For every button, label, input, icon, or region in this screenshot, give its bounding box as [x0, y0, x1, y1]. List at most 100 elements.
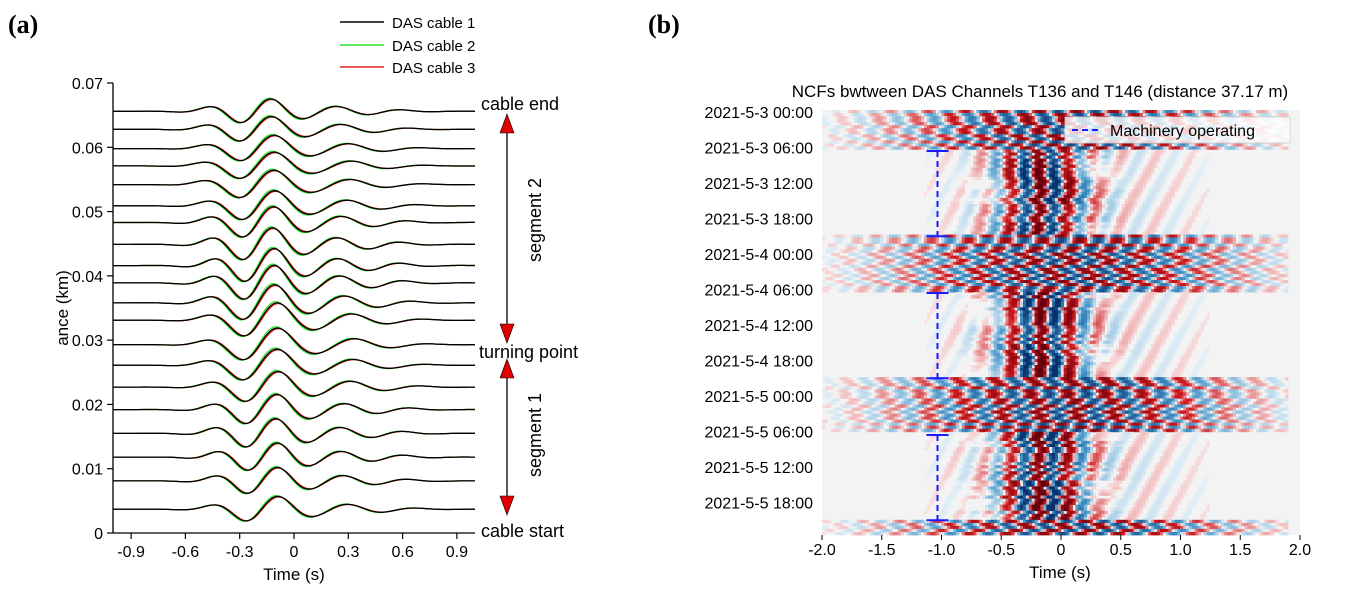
- heatmap-cell: [958, 222, 963, 226]
- heatmap-cell: [1142, 167, 1146, 172]
- heatmap-cell: [903, 143, 907, 147]
- heatmap-cell: [1145, 240, 1149, 244]
- heatmap-cell: [1142, 216, 1146, 220]
- heatmap-cell: [915, 125, 919, 129]
- trace-das-cable-1: [113, 247, 475, 282]
- heatmap-cell: [1055, 116, 1059, 120]
- trace-das-cable-1: [113, 348, 475, 381]
- heatmap-cell: [909, 116, 913, 120]
- heatmap-cell: [859, 249, 864, 253]
- heatmap-cell: [1017, 192, 1021, 196]
- heatmap-cell: [1276, 113, 1280, 117]
- heatmap-cell: [1066, 231, 1070, 235]
- heatmap-cell: [1189, 185, 1193, 190]
- heatmap-cell: [1256, 143, 1260, 147]
- heatmap-cell: [1028, 255, 1033, 260]
- heatmap-cell: [1063, 146, 1067, 150]
- heatmap-cell: [889, 249, 893, 253]
- heatmap-cell: [1110, 252, 1114, 257]
- heatmap-cell: [1002, 170, 1006, 175]
- heatmap-cell: [1200, 113, 1204, 117]
- heatmap-cell: [1025, 228, 1030, 232]
- heatmap-cell: [921, 143, 925, 147]
- heatmap-cell: [1014, 131, 1018, 135]
- heatmap-cell: [1075, 237, 1079, 241]
- heatmap-cell: [1090, 219, 1094, 223]
- heatmap-cell: [900, 116, 904, 120]
- heatmap-cell: [1046, 240, 1050, 244]
- heatmap-cell: [1122, 216, 1126, 220]
- heatmap-cell: [1069, 152, 1073, 156]
- heatmap-cell: [1008, 173, 1012, 178]
- heatmap-cell: [988, 128, 992, 132]
- heatmap-cell: [964, 255, 968, 260]
- heatmap-cell: [1017, 113, 1021, 117]
- heatmap-cell: [1052, 131, 1056, 135]
- heatmap-cell: [1092, 192, 1097, 196]
- heatmap-cell: [909, 243, 913, 247]
- heatmap-cell: [1145, 201, 1149, 205]
- heatmap-cell: [1107, 246, 1111, 250]
- trace-das-cable-1: [113, 418, 475, 448]
- heatmap-cell: [1122, 152, 1126, 156]
- heatmap-cell: [944, 188, 948, 193]
- heatmap-cell: [1063, 152, 1067, 156]
- heatmap-cell: [1194, 210, 1199, 214]
- heatmap-cell: [1200, 234, 1204, 238]
- heatmap-cell: [985, 243, 989, 247]
- heatmap-cell: [1154, 113, 1158, 117]
- heatmap-cell: [865, 128, 869, 132]
- heatmap-cell: [909, 146, 913, 150]
- heatmap-cell: [950, 246, 954, 250]
- heatmap-cell: [1162, 252, 1167, 257]
- heatmap-cell: [938, 246, 942, 250]
- heatmap-cell: [1095, 237, 1100, 241]
- heatmap-cell: [1133, 192, 1137, 196]
- heatmap-cell: [964, 152, 968, 156]
- heatmap-cell: [1020, 146, 1024, 150]
- heatmap-cell: [1075, 185, 1079, 190]
- heatmap-cell: [894, 137, 899, 141]
- heatmap-cell: [877, 146, 881, 150]
- heatmap-cell: [985, 146, 989, 150]
- heatmap-cell: [1151, 219, 1155, 223]
- heatmap-cell: [976, 188, 980, 193]
- heatmap-cell: [1002, 176, 1006, 181]
- heatmap-cell: [926, 255, 931, 260]
- heatmap-cell: [1218, 246, 1222, 250]
- heatmap-cell: [1060, 237, 1065, 241]
- heatmap-cell: [970, 231, 974, 235]
- heatmap-cell: [1122, 207, 1126, 211]
- heatmap-cell: [1191, 210, 1196, 214]
- heatmap-cell: [929, 182, 934, 187]
- heatmap-cell: [886, 249, 890, 253]
- heatmap-cell: [999, 113, 1003, 117]
- heatmap-cell: [1241, 110, 1245, 114]
- heatmap-cell: [1189, 155, 1193, 159]
- heatmap-cell: [1081, 255, 1085, 260]
- heatmap-cell: [1122, 210, 1126, 214]
- heatmap-cell: [1130, 173, 1134, 178]
- heatmap-cell: [988, 216, 992, 220]
- panel-a-traces: [113, 97, 475, 522]
- heatmap-cell: [1264, 237, 1268, 241]
- heatmap-cell: [1119, 246, 1123, 250]
- heatmap-cell: [865, 110, 869, 114]
- heatmap-cell: [865, 131, 869, 135]
- heatmap-cell: [1060, 252, 1065, 257]
- heatmap-cell: [851, 234, 855, 238]
- heatmap-cell: [1095, 152, 1100, 156]
- heatmap-cell: [1090, 152, 1094, 156]
- heatmap-cell: [1028, 201, 1033, 205]
- heatmap-cell: [1017, 258, 1021, 263]
- heatmap-cell: [941, 188, 945, 193]
- heatmap-cell: [836, 113, 840, 117]
- heatmap-cell: [1075, 179, 1079, 184]
- heatmap-cell: [967, 131, 971, 135]
- heatmap-cell: [842, 234, 846, 238]
- heatmap-cell: [1057, 252, 1062, 257]
- heatmap-cell: [1119, 167, 1123, 172]
- heatmap-cell: [1020, 131, 1024, 135]
- heatmap-cell: [973, 243, 977, 247]
- heatmap-cell: [967, 113, 971, 117]
